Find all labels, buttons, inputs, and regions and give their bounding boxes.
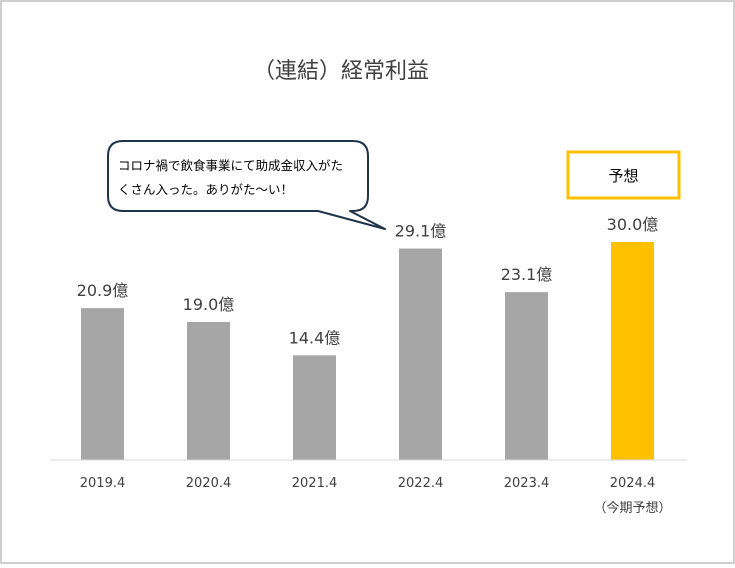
category-label-2021.4: 2021.4 [292, 476, 338, 491]
bar-2020.4 [187, 321, 230, 460]
category-labels-group: 2019.4 2020.4 2021.4 2022.4 2023.4 2024.4 （今期予… [80, 476, 672, 516]
category-note-2024.4: （今期予想） [593, 500, 671, 516]
bar-2019.4 [81, 308, 124, 460]
chart-title: （連結）経常利益 [253, 59, 429, 84]
forecast-badge-box [566, 150, 681, 200]
bar-2022.4 [399, 248, 442, 460]
value-label-2024.4: 30.0億 [607, 215, 659, 234]
callout-bubble [107, 140, 386, 230]
value-labels-group: 20.9億 19.0億 14.4億 29.1億 23.1億 30.0億 [77, 215, 659, 347]
value-label-2019.4: 20.9億 [77, 281, 129, 300]
value-label-2022.4: 29.1億 [395, 222, 447, 241]
value-label-2023.4: 23.1億 [501, 265, 553, 284]
category-label-2020.4: 2020.4 [186, 476, 232, 491]
value-label-2020.4: 19.0億 [183, 295, 235, 314]
bar-2021.4 [293, 355, 336, 460]
bars-group [81, 242, 654, 460]
callout: コロナ禍で飲食事業にて助成金収入がた くさん入った。ありがた～い！ [107, 140, 386, 230]
forecast-badge: 予想 [566, 150, 681, 200]
callout-text-line-1: コロナ禍で飲食事業にて助成金収入がた [118, 158, 343, 173]
callout-text-line-2: くさん入った。ありがた～い！ [118, 182, 293, 197]
category-label-2019.4: 2019.4 [80, 476, 126, 491]
value-label-2021.4: 14.4億 [289, 328, 341, 347]
bar-2024.4 [611, 242, 654, 460]
category-label-2023.4: 2023.4 [504, 476, 550, 491]
bar-2023.4 [505, 292, 548, 460]
category-label-2024.4: 2024.4 [610, 476, 656, 491]
category-label-2022.4: 2022.4 [398, 476, 444, 491]
forecast-badge-label: 予想 [608, 167, 638, 185]
